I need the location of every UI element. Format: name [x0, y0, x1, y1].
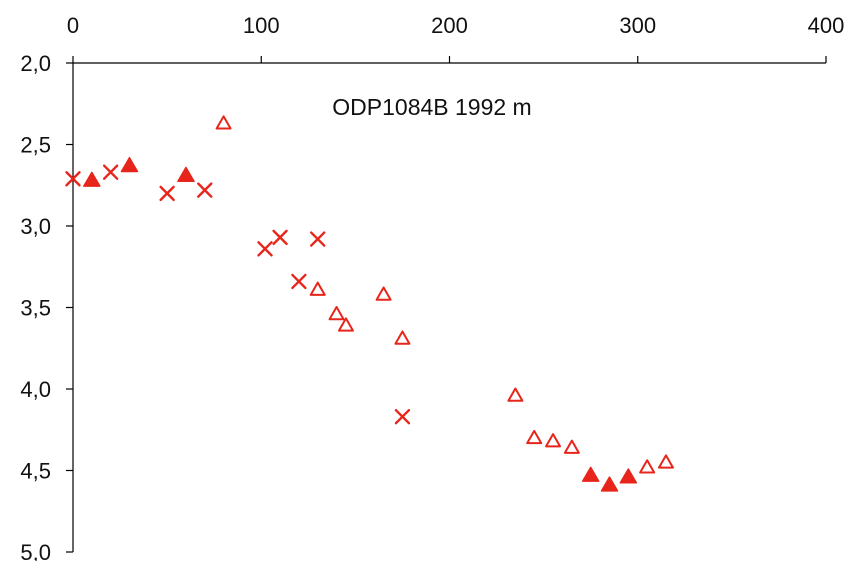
filled-triangle-marker: [619, 468, 638, 484]
open-triangle-marker: [215, 115, 232, 130]
filled-triangle-marker: [83, 171, 101, 187]
axes: 0 100 200 300 400 2,0 2,5 3,0 3,5 4,0 4,5 5,0: [20, 13, 845, 565]
cross-marker: [159, 185, 175, 202]
x-tick-label: 300: [619, 13, 656, 38]
filled-triangle-marker: [177, 166, 195, 182]
open-triangle-marker: [657, 454, 674, 469]
cross-marker: [310, 231, 326, 247]
open-triangle-marker: [639, 459, 656, 474]
cross-marker: [65, 171, 81, 187]
cross-marker: [291, 273, 307, 290]
y-tick-label: 3,5: [20, 296, 51, 321]
open-triangle-marker: [309, 281, 326, 296]
open-triangle-marker: [545, 433, 562, 448]
filled-triangle-marker: [581, 466, 600, 482]
cross-marker: [272, 229, 288, 246]
y-tick-label: 5,0: [20, 540, 51, 561]
y-tick-label: 3,0: [20, 214, 51, 239]
y-tick-label: 2,0: [20, 51, 51, 76]
open-triangle-marker: [563, 439, 580, 454]
cross-marker: [197, 182, 213, 198]
y-tick-label: 4,5: [20, 459, 51, 484]
open-triangle-marker: [328, 306, 345, 321]
filled-triangle-marker: [120, 156, 139, 173]
chart-title: ODP1084B 1992 m: [332, 94, 531, 120]
x-tick-label: 200: [431, 13, 468, 38]
y-tick-label: 2,5: [20, 133, 51, 158]
cross-marker: [394, 409, 411, 425]
x-tick-label: 100: [243, 13, 280, 38]
open-triangle-marker: [375, 286, 392, 301]
open-triangle-marker: [394, 330, 411, 345]
data-markers: [65, 115, 674, 492]
y-tick-label: 4,0: [20, 377, 51, 402]
x-tick-label: 400: [808, 13, 845, 38]
open-triangle-marker: [507, 387, 524, 402]
cross-marker: [257, 241, 273, 257]
cross-marker: [102, 164, 119, 180]
filled-triangle-marker: [600, 476, 619, 492]
open-triangle-marker: [337, 317, 354, 332]
x-tick-label: 0: [67, 13, 79, 38]
open-triangle-marker: [526, 429, 543, 445]
